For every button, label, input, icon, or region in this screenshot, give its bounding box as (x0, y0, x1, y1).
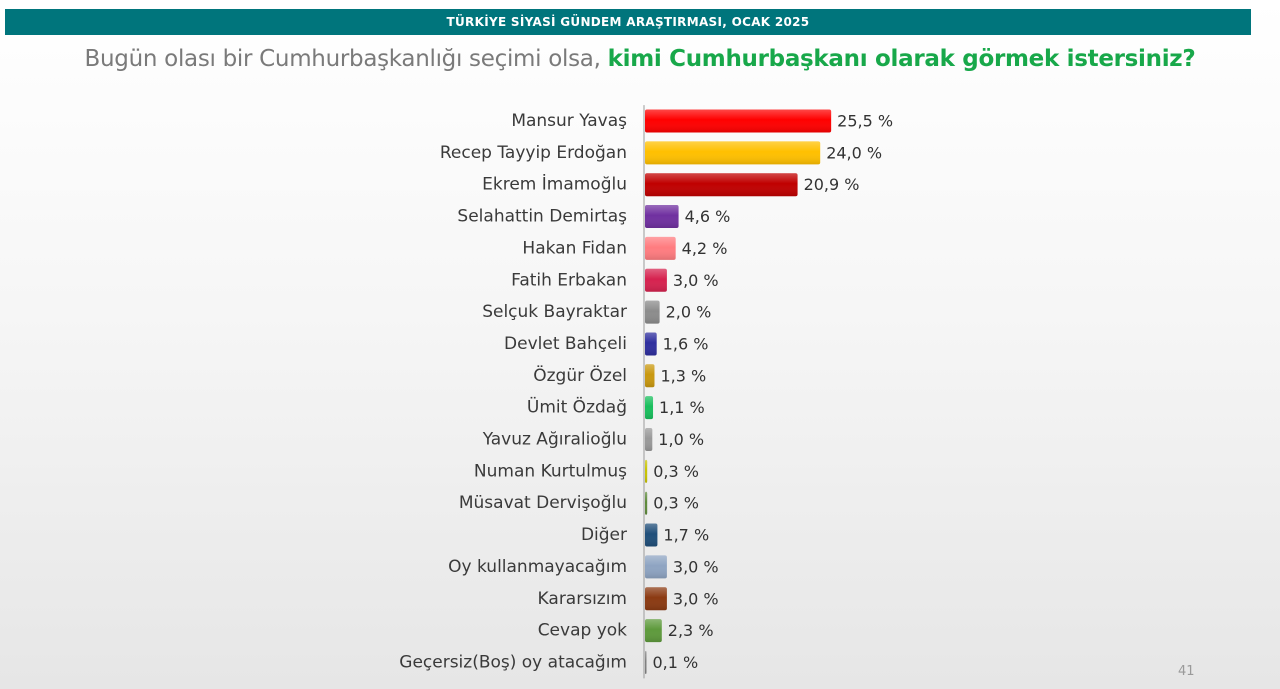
category-label: Recep Tayyip Erdoğan (440, 143, 627, 163)
data-label: 4,6 % (685, 207, 731, 226)
header-title: TÜRKİYE SİYASİ GÜNDEM ARAŞTIRMASI, OCAK … (446, 15, 810, 29)
data-label: 1,3 % (660, 366, 706, 385)
data-label: 24,0 % (826, 143, 882, 162)
data-label: 1,0 % (658, 430, 704, 449)
data-label: 0,1 % (653, 653, 699, 672)
bar-highlight (645, 650, 647, 674)
category-label: Devlet Bahçeli (504, 334, 627, 354)
header-bar: TÜRKİYE SİYASİ GÜNDEM ARAŞTIRMASI, OCAK … (5, 9, 1251, 35)
data-label: 0,3 % (653, 494, 699, 513)
data-label: 2,3 % (668, 621, 714, 640)
category-label: Diğer (581, 525, 627, 545)
bar-highlight (645, 587, 667, 611)
bar-highlight (645, 173, 798, 197)
category-label: Yavuz Ağıralioğlu (482, 430, 627, 450)
bar-highlight (645, 332, 657, 356)
category-label: Ekrem İmamoğlu (482, 174, 627, 195)
question-part-emphasis: kimi Cumhurbaşkanı olarak görmek istersi… (607, 46, 1196, 72)
bar-highlight (645, 491, 648, 515)
category-label: Özgür Özel (533, 364, 627, 386)
bar-highlight (645, 109, 832, 133)
data-label: 3,0 % (673, 589, 719, 608)
bar-highlight (645, 141, 821, 165)
category-label: Geçersiz(Boş) oy atacağım (399, 652, 627, 672)
bar-highlight (645, 236, 676, 260)
bar-highlight (645, 205, 679, 229)
category-label: Mansur Yavaş (511, 111, 627, 131)
bar-highlight (645, 428, 653, 451)
category-label: Cevap yok (538, 621, 627, 641)
category-label: Hakan Fidan (522, 238, 627, 258)
data-label: 2,0 % (666, 303, 712, 322)
bar-highlight (645, 555, 667, 579)
category-label: Kararsızım (538, 589, 627, 609)
data-label: 25,5 % (837, 112, 893, 131)
category-label: Oy kullanmayacağım (448, 557, 627, 577)
data-label: 1,6 % (663, 334, 709, 353)
data-label: 20,9 % (804, 175, 860, 194)
bar-highlight (645, 364, 655, 388)
data-label: 1,1 % (659, 398, 705, 417)
bar-highlight (645, 300, 660, 324)
bar-highlight (645, 268, 667, 292)
category-label: Selçuk Bayraktar (482, 302, 627, 322)
category-label: Müsavat Dervişoğlu (459, 493, 627, 513)
bar-highlight (645, 619, 662, 643)
data-label: 4,2 % (682, 239, 728, 258)
data-label: 3,0 % (673, 557, 719, 576)
data-label: 1,7 % (663, 526, 709, 545)
data-label: 0,3 % (653, 462, 699, 481)
category-label: Selahattin Demirtaş (457, 207, 627, 227)
data-label: 3,0 % (673, 271, 719, 290)
category-label: Fatih Erbakan (511, 270, 627, 290)
bar-highlight (645, 523, 658, 547)
bar-highlight (645, 396, 654, 420)
bar-highlight (645, 459, 648, 483)
chart-marks: Mansur Yavaş 25,5 % Recep Tayyip Erdoğan 24… (399, 109, 893, 674)
category-label: Numan Kurtulmuş (474, 461, 627, 481)
page-number: 41 (1178, 664, 1195, 679)
question-part-plain: Bugün olası bir Cumhurbaşkanlığı seçimi … (84, 46, 608, 72)
question-title: Bugün olası bir Cumhurbaşkanlığı seçimi … (0, 46, 1280, 72)
category-label: Ümit Özdağ (527, 396, 627, 418)
